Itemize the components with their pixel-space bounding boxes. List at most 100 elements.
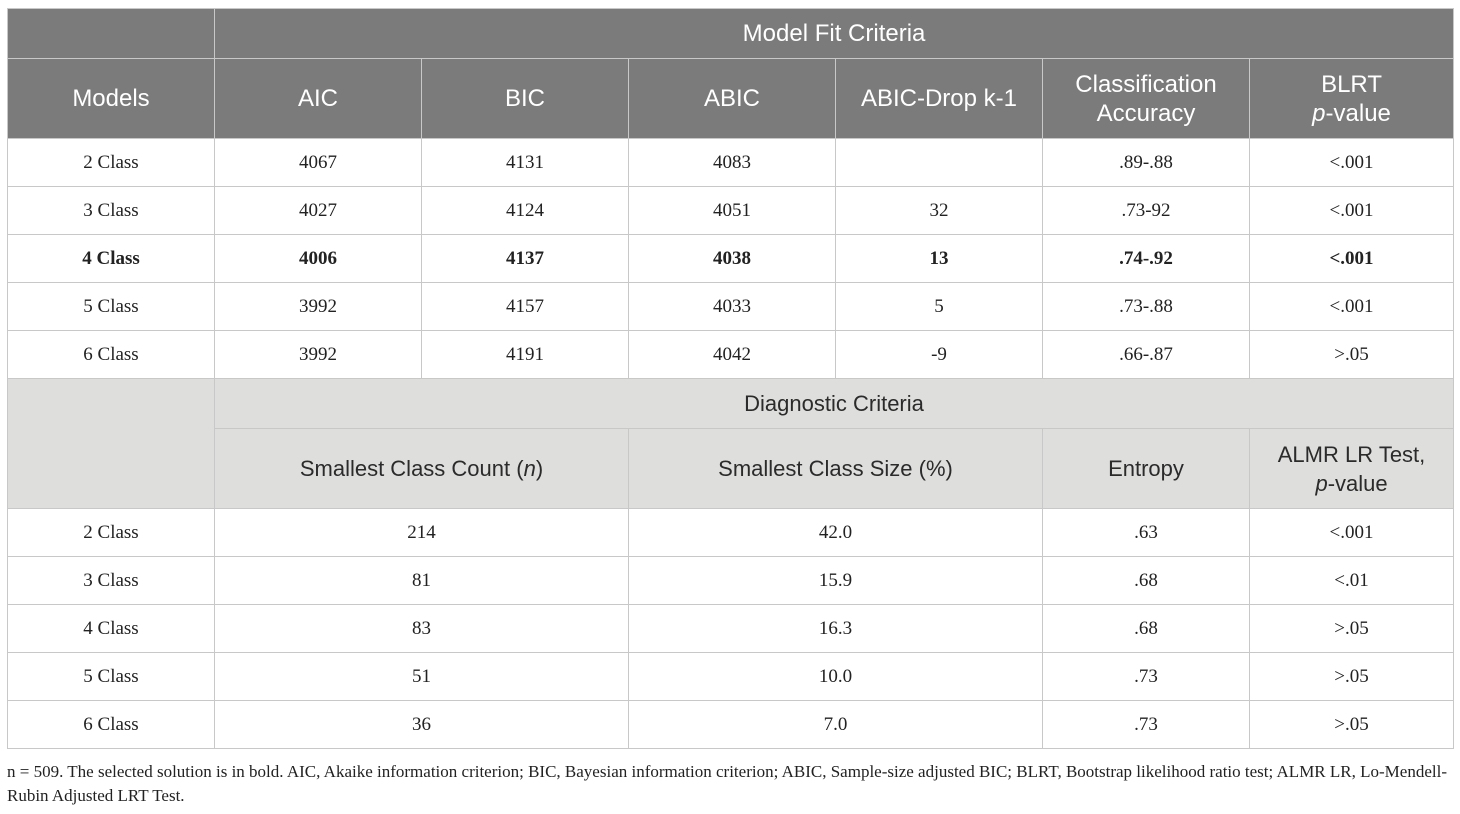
table-row: 6 Class 3992 4191 4042 -9 .66-.87 >.05: [7, 330, 1455, 379]
class-acc-line1: Classification: [1075, 70, 1217, 98]
cell-model: 2 Class: [7, 138, 215, 187]
count-suffix: ): [535, 456, 544, 481]
table-row: 3 Class 81 15.9 .68 <.01: [7, 556, 1455, 605]
cell-aic: 4067: [214, 138, 422, 187]
col-models: Models: [7, 58, 215, 139]
cell-abic-drop: -9: [835, 330, 1043, 379]
cell-model: 5 Class: [7, 282, 215, 331]
cell-bic: 4137: [421, 234, 629, 283]
cell-size: 15.9: [628, 556, 1043, 605]
cell-count: 36: [214, 700, 629, 749]
cell-class-acc: .66-.87: [1042, 330, 1250, 379]
cell-almr: <.01: [1248, 556, 1455, 605]
cell-blrt: <.001: [1248, 234, 1455, 283]
blrt-rest: -value: [1325, 99, 1391, 127]
col-entropy: Entropy: [1042, 428, 1250, 509]
cell-abic-drop: [835, 138, 1043, 187]
cell-blrt: <.001: [1248, 138, 1455, 187]
cell-class-acc: .89-.88: [1042, 138, 1250, 187]
cell-bic: 4191: [421, 330, 629, 379]
cell-entropy: .73: [1042, 700, 1250, 749]
cell-class-acc: .73-92: [1042, 186, 1250, 235]
table-footnote: n = 509. The selected solution is in bol…: [7, 762, 1447, 805]
cell-entropy: .63: [1042, 508, 1250, 557]
col-smallest-class-size: Smallest Class Size (%): [628, 428, 1043, 509]
cell-abic-drop: 32: [835, 186, 1043, 235]
cell-almr: >.05: [1248, 652, 1455, 701]
col-abic-drop: ABIC-Drop k-1: [835, 58, 1043, 139]
model-fit-table: Model Fit Criteria Models AIC BIC ABIC A…: [7, 8, 1455, 749]
cell-model: 4 Class: [7, 234, 215, 283]
class-acc-line2: Accuracy: [1096, 99, 1196, 127]
cell-size: 16.3: [628, 604, 1043, 653]
cell-class-acc: .73-.88: [1042, 282, 1250, 331]
cell-aic: 3992: [214, 330, 422, 379]
blrt-p: p: [1312, 99, 1326, 127]
col-aic: AIC: [214, 58, 422, 139]
cell-aic: 4006: [214, 234, 422, 283]
cell-model: 4 Class: [7, 604, 215, 653]
cell-model: 2 Class: [7, 508, 215, 557]
cell-almr: <.001: [1248, 508, 1455, 557]
fit-title-blank: [7, 8, 215, 59]
cell-abic: 4038: [628, 234, 836, 283]
col-bic: BIC: [421, 58, 629, 139]
cell-model: 3 Class: [7, 556, 215, 605]
table-row-selected: 4 Class 4006 4137 4038 13 .74-.92 <.001: [7, 234, 1455, 283]
col-almr: ALMR LR Test, p-value: [1248, 428, 1455, 509]
cell-bic: 4124: [421, 186, 629, 235]
cell-model: 6 Class: [7, 700, 215, 749]
table-row: 6 Class 36 7.0 .73 >.05: [7, 700, 1455, 749]
fit-header-row: Models AIC BIC ABIC ABIC-Drop k-1 Classi…: [7, 58, 1455, 139]
col-smallest-class-count: Smallest Class Count (n): [214, 428, 629, 509]
almr-rest: -value: [1327, 470, 1388, 496]
cell-model: 5 Class: [7, 652, 215, 701]
cell-abic-drop: 13: [835, 234, 1043, 283]
fit-section-title: Model Fit Criteria: [213, 8, 1455, 59]
table-row: 2 Class 214 42.0 .63 <.001: [7, 508, 1455, 557]
diag-section-title: Diagnostic Criteria: [213, 378, 1455, 429]
col-blrt: BLRT p-value: [1248, 58, 1455, 139]
cell-aic: 4027: [214, 186, 422, 235]
table-row: 3 Class 4027 4124 4051 32 .73-92 <.001: [7, 186, 1455, 235]
table-row: 5 Class 51 10.0 .73 >.05: [7, 652, 1455, 701]
cell-aic: 3992: [214, 282, 422, 331]
cell-entropy: .68: [1042, 604, 1250, 653]
col-classification-accuracy: Classification Accuracy: [1042, 58, 1250, 139]
almr-line1: ALMR LR Test,: [1277, 441, 1426, 467]
cell-bic: 4157: [421, 282, 629, 331]
cell-entropy: .73: [1042, 652, 1250, 701]
cell-model: 6 Class: [7, 330, 215, 379]
count-n: n: [523, 456, 536, 481]
cell-almr: >.05: [1248, 604, 1455, 653]
cell-count: 83: [214, 604, 629, 653]
table-row: 2 Class 4067 4131 4083 .89-.88 <.001: [7, 138, 1455, 187]
table-row: 4 Class 83 16.3 .68 >.05: [7, 604, 1455, 653]
diag-header-row: Smallest Class Count (n) Smallest Class …: [8, 428, 1455, 509]
diag-title-row: Diagnostic Criteria: [7, 378, 1455, 509]
fit-title-row: Model Fit Criteria: [7, 8, 1455, 59]
almr-p: p: [1315, 470, 1328, 496]
cell-blrt: >.05: [1248, 330, 1455, 379]
cell-bic: 4131: [421, 138, 629, 187]
cell-count: 81: [214, 556, 629, 605]
cell-blrt: <.001: [1248, 186, 1455, 235]
cell-abic: 4033: [628, 282, 836, 331]
blrt-line1: BLRT: [1321, 70, 1382, 98]
cell-abic: 4083: [628, 138, 836, 187]
cell-count: 214: [214, 508, 629, 557]
cell-abic: 4051: [628, 186, 836, 235]
cell-entropy: .68: [1042, 556, 1250, 605]
cell-abic: 4042: [628, 330, 836, 379]
diag-title-blank: [7, 378, 215, 509]
cell-abic-drop: 5: [835, 282, 1043, 331]
count-prefix: Smallest Class Count (: [299, 456, 524, 481]
cell-size: 42.0: [628, 508, 1043, 557]
cell-count: 51: [214, 652, 629, 701]
cell-class-acc: .74-.92: [1042, 234, 1250, 283]
cell-size: 7.0: [628, 700, 1043, 749]
cell-size: 10.0: [628, 652, 1043, 701]
cell-almr: >.05: [1248, 700, 1455, 749]
cell-model: 3 Class: [7, 186, 215, 235]
table-row: 5 Class 3992 4157 4033 5 .73-.88 <.001: [7, 282, 1455, 331]
